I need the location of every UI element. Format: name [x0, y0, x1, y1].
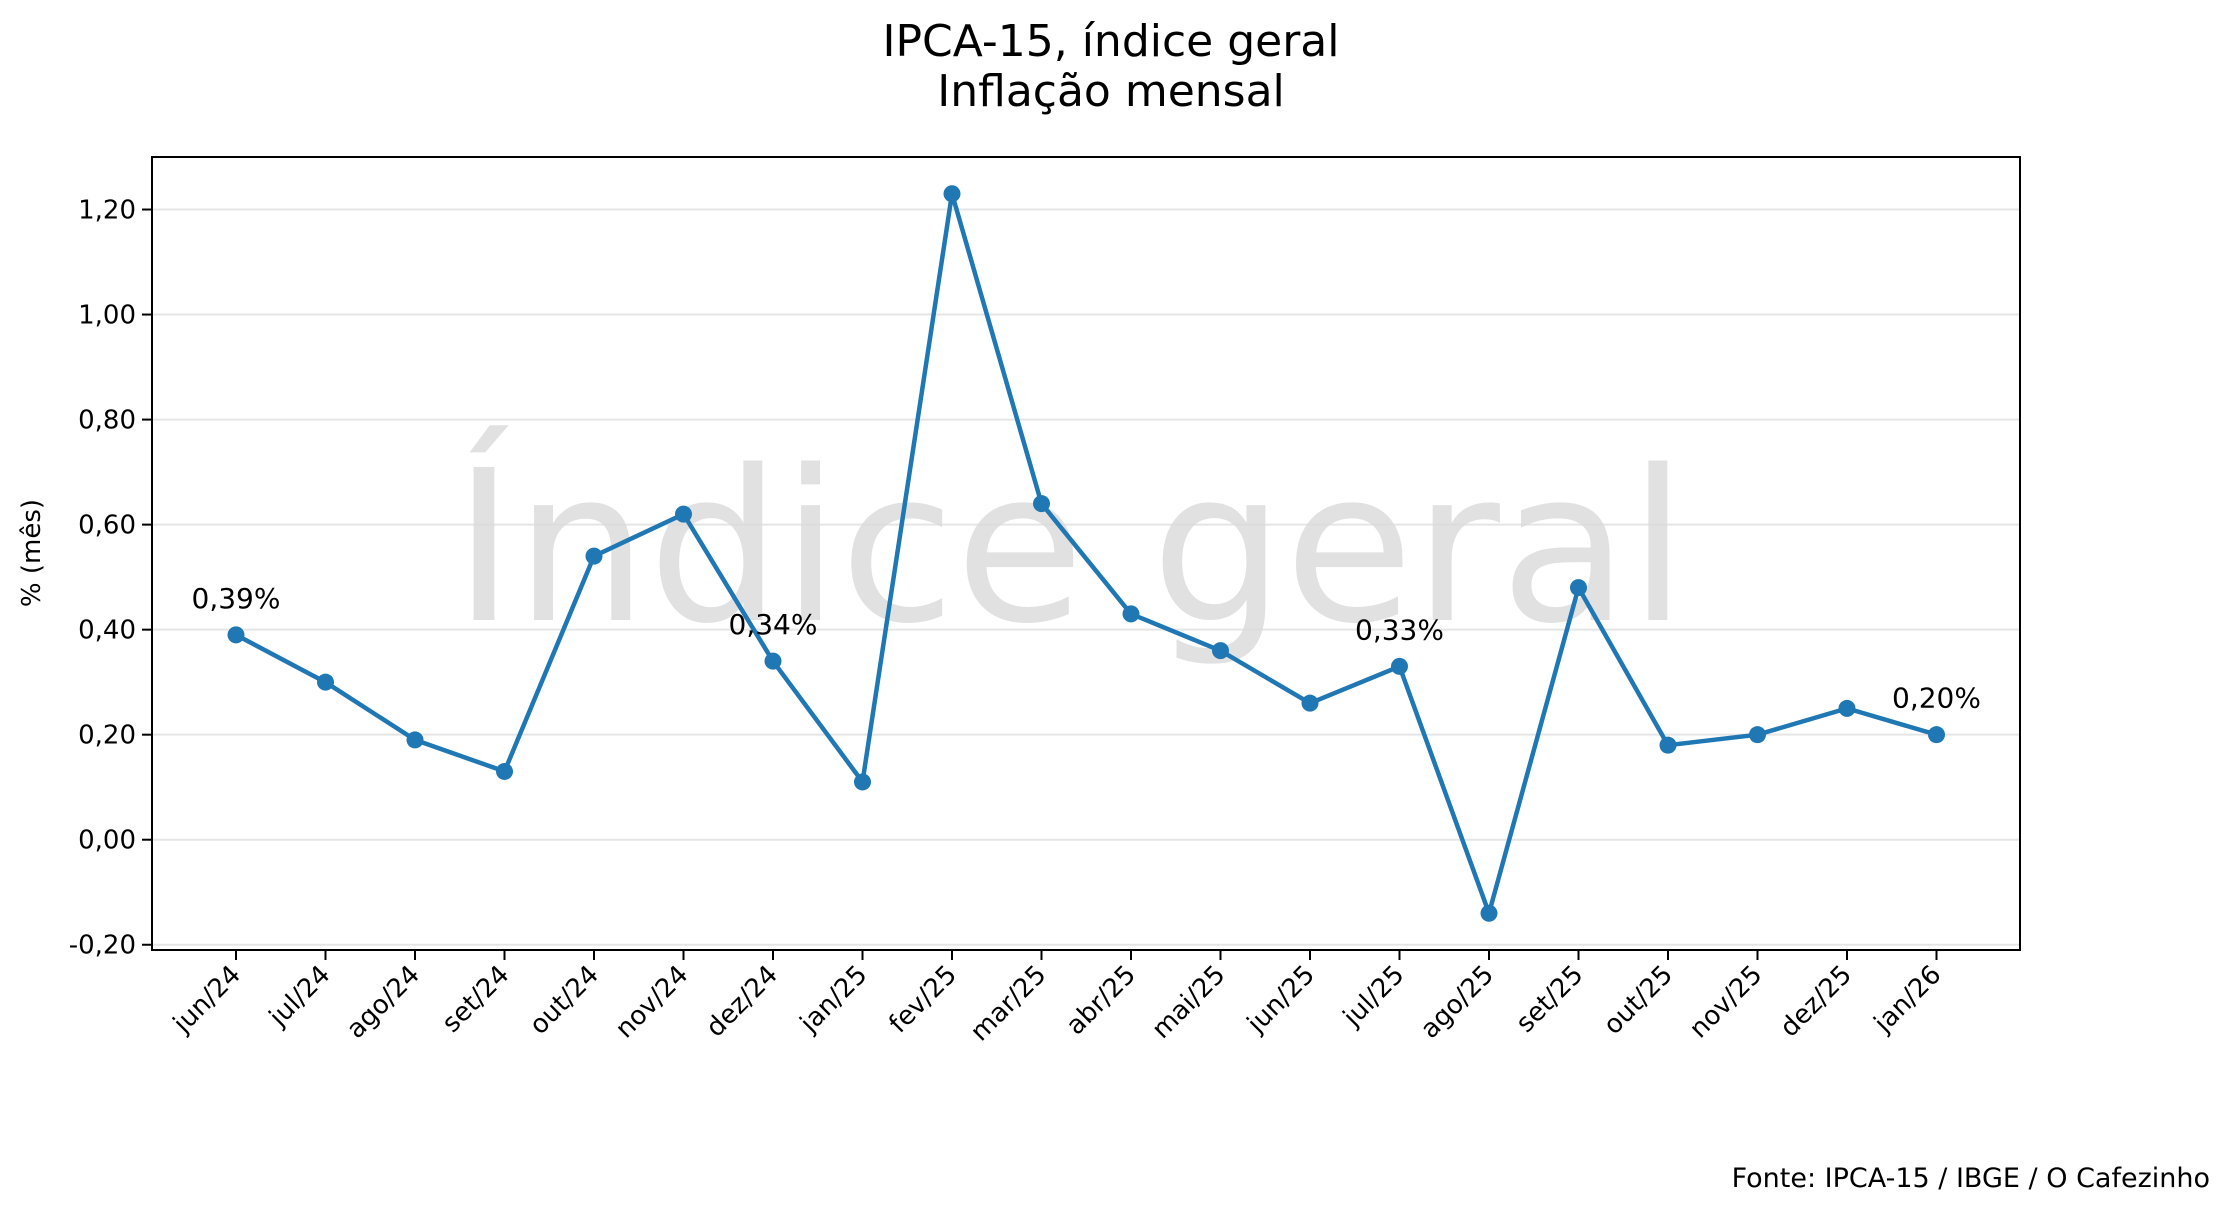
x-tick-label: set/25: [1511, 960, 1590, 1039]
data-point: [764, 652, 782, 670]
data-label: 0,33%: [1355, 613, 1444, 646]
y-axis-ticks: -0,20 0,00 0,20 0,40 0,60 0,80 1,00 1,20: [69, 196, 152, 961]
data-point: [1212, 642, 1229, 660]
x-tick-label: abr/25: [1061, 960, 1142, 1041]
y-tick-label: 0,80: [78, 406, 136, 436]
y-tick-label: 0,60: [78, 511, 136, 541]
x-tick-label: mar/25: [965, 960, 1053, 1048]
x-tick-label: ago/25: [1415, 960, 1500, 1045]
chart-subtitle: Inflação mensal: [937, 66, 1285, 117]
series-line: [234, 191, 1938, 916]
data-labels: 0,39% 0,34% 0,33% 0,20%: [192, 582, 1981, 715]
x-tick-label: jan/25: [794, 960, 874, 1040]
data-point: [1301, 694, 1319, 712]
x-tick-label: nov/25: [1684, 960, 1769, 1045]
x-tick-label: jul/24: [263, 960, 336, 1033]
y-tick-label: 1,20: [78, 196, 136, 226]
x-tick-label: jun/25: [1241, 960, 1321, 1040]
x-tick-label: nov/24: [610, 960, 695, 1045]
plot-frame: [151, 156, 2021, 951]
grid-lines: [152, 208, 2020, 946]
data-point: [1122, 605, 1140, 623]
data-point: [1659, 736, 1677, 754]
x-tick-label: jul/25: [1337, 960, 1410, 1033]
x-tick-label: out/24: [524, 960, 605, 1041]
y-tick-label: 0,20: [78, 721, 136, 751]
series-ipca15: [227, 185, 1945, 922]
data-point: [1391, 657, 1408, 675]
data-point: [585, 547, 603, 565]
data-point: [675, 505, 692, 523]
data-label: 0,20%: [1892, 682, 1981, 715]
x-tick-label: dez/25: [1775, 960, 1858, 1043]
y-tick-label: -0,20: [69, 931, 136, 961]
data-point: [1570, 579, 1587, 597]
watermark: Índice geral: [453, 424, 1687, 670]
x-tick-label: mai/25: [1146, 960, 1231, 1045]
x-tick-label: dez/24: [701, 960, 784, 1043]
y-tick-label: 1,00: [78, 301, 136, 331]
data-point: [1033, 495, 1050, 513]
data-label: 0,39%: [192, 582, 281, 615]
data-point: [854, 773, 871, 791]
x-tick-label: out/25: [1598, 960, 1679, 1041]
data-point: [1749, 726, 1766, 744]
data-point: [317, 673, 334, 691]
data-point: [496, 762, 513, 780]
x-tick-label: set/24: [437, 960, 516, 1039]
x-tick-label: jan/26: [1868, 960, 1948, 1040]
data-label: 0,34%: [729, 608, 818, 641]
x-tick-label: fev/25: [883, 960, 962, 1039]
source-note: Fonte: IPCA-15 / IBGE / O Cafezinho: [1732, 1163, 2210, 1194]
y-axis-label: % (mês): [17, 499, 47, 607]
chart-title: IPCA-15, índice geral: [883, 16, 1340, 67]
data-point: [406, 731, 424, 749]
data-point: [1928, 726, 1945, 744]
y-tick-label: 0,00: [78, 826, 136, 856]
x-tick-label: ago/24: [341, 960, 426, 1045]
data-point: [1838, 699, 1856, 717]
y-tick-label: 0,40: [78, 616, 136, 646]
x-axis-ticks: jun/24 jul/24 ago/24 set/24 out/24 nov/24 dez/…: [167, 950, 1947, 1047]
data-point: [1480, 904, 1498, 922]
data-point: [943, 185, 961, 203]
x-tick-label: jun/24: [167, 960, 247, 1040]
data-point: [227, 626, 245, 644]
